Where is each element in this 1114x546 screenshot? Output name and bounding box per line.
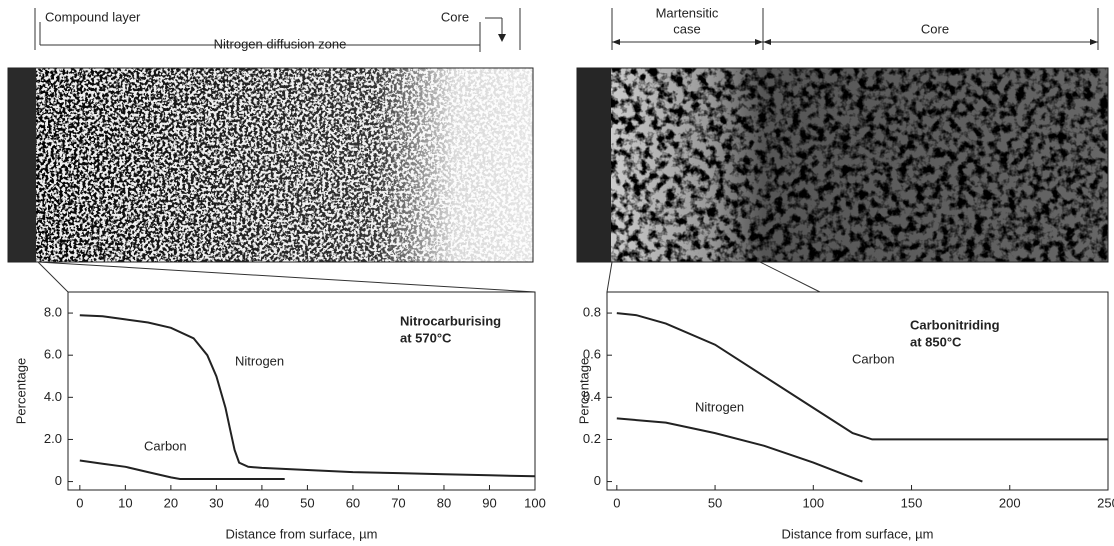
- annotation: Martensitic: [656, 5, 719, 20]
- y-tick-label: 8.0: [44, 305, 62, 320]
- y-tick-label: 4.0: [44, 389, 62, 404]
- annotation: Core: [441, 9, 469, 24]
- chart-title: at 850°C: [910, 334, 962, 349]
- y-tick-label: 6.0: [44, 347, 62, 362]
- y-tick-label: 0.4: [583, 389, 601, 404]
- x-tick-label: 200: [999, 495, 1021, 510]
- chart-title: Carbonitriding: [910, 317, 1000, 332]
- x-tick-label: 0: [613, 495, 620, 510]
- y-tick-label: 2.0: [44, 431, 62, 446]
- x-tick-label: 30: [209, 495, 223, 510]
- y-tick-label: 0.6: [583, 347, 601, 362]
- plot-frame: [67, 291, 536, 491]
- y-tick-label: 0.8: [583, 305, 601, 320]
- series-line: [616, 312, 1108, 441]
- y-axis-title: Percentage: [13, 358, 28, 425]
- series-label: Nitrogen: [235, 353, 284, 368]
- x-tick-label: 80: [437, 495, 451, 510]
- plot-frame: [606, 291, 1109, 491]
- series-label: Carbon: [144, 438, 187, 453]
- y-tick-label: 0: [55, 473, 62, 488]
- annotation: Core: [921, 21, 949, 36]
- x-tick-label: 50: [300, 495, 314, 510]
- x-tick-label: 150: [901, 495, 923, 510]
- annotation: Compound layer: [45, 9, 141, 24]
- annotation: case: [673, 21, 700, 36]
- x-axis-title: Distance from surface, µm: [782, 526, 934, 541]
- annotation-leaders: [34, 8, 1099, 293]
- x-tick-label: 90: [482, 495, 496, 510]
- y-tick-label: 0.2: [583, 431, 601, 446]
- annotation: Nitrogen diffusion zone: [214, 36, 347, 51]
- series-line: [616, 417, 863, 483]
- y-tick-label: 0: [594, 473, 601, 488]
- x-tick-label: 250: [1097, 495, 1114, 510]
- x-axis-title: Distance from surface, µm: [226, 526, 378, 541]
- micrograph-left: [7, 67, 534, 263]
- x-tick-label: 0: [76, 495, 83, 510]
- series-line: [79, 459, 285, 480]
- series-label: Nitrogen: [695, 399, 744, 414]
- x-tick-label: 70: [391, 495, 405, 510]
- series-line: [79, 314, 536, 478]
- micrograph-right: [576, 67, 1109, 263]
- x-tick-label: 50: [708, 495, 722, 510]
- x-tick-label: 100: [802, 495, 824, 510]
- x-tick-label: 10: [118, 495, 132, 510]
- x-tick-label: 60: [346, 495, 360, 510]
- chart-title: Nitrocarburising: [400, 313, 501, 328]
- x-tick-label: 20: [164, 495, 178, 510]
- x-tick-label: 100: [524, 495, 546, 510]
- chart-title: at 570°C: [400, 330, 452, 345]
- x-tick-label: 40: [255, 495, 269, 510]
- series-label: Carbon: [852, 351, 895, 366]
- y-axis-title: Percentage: [576, 358, 591, 425]
